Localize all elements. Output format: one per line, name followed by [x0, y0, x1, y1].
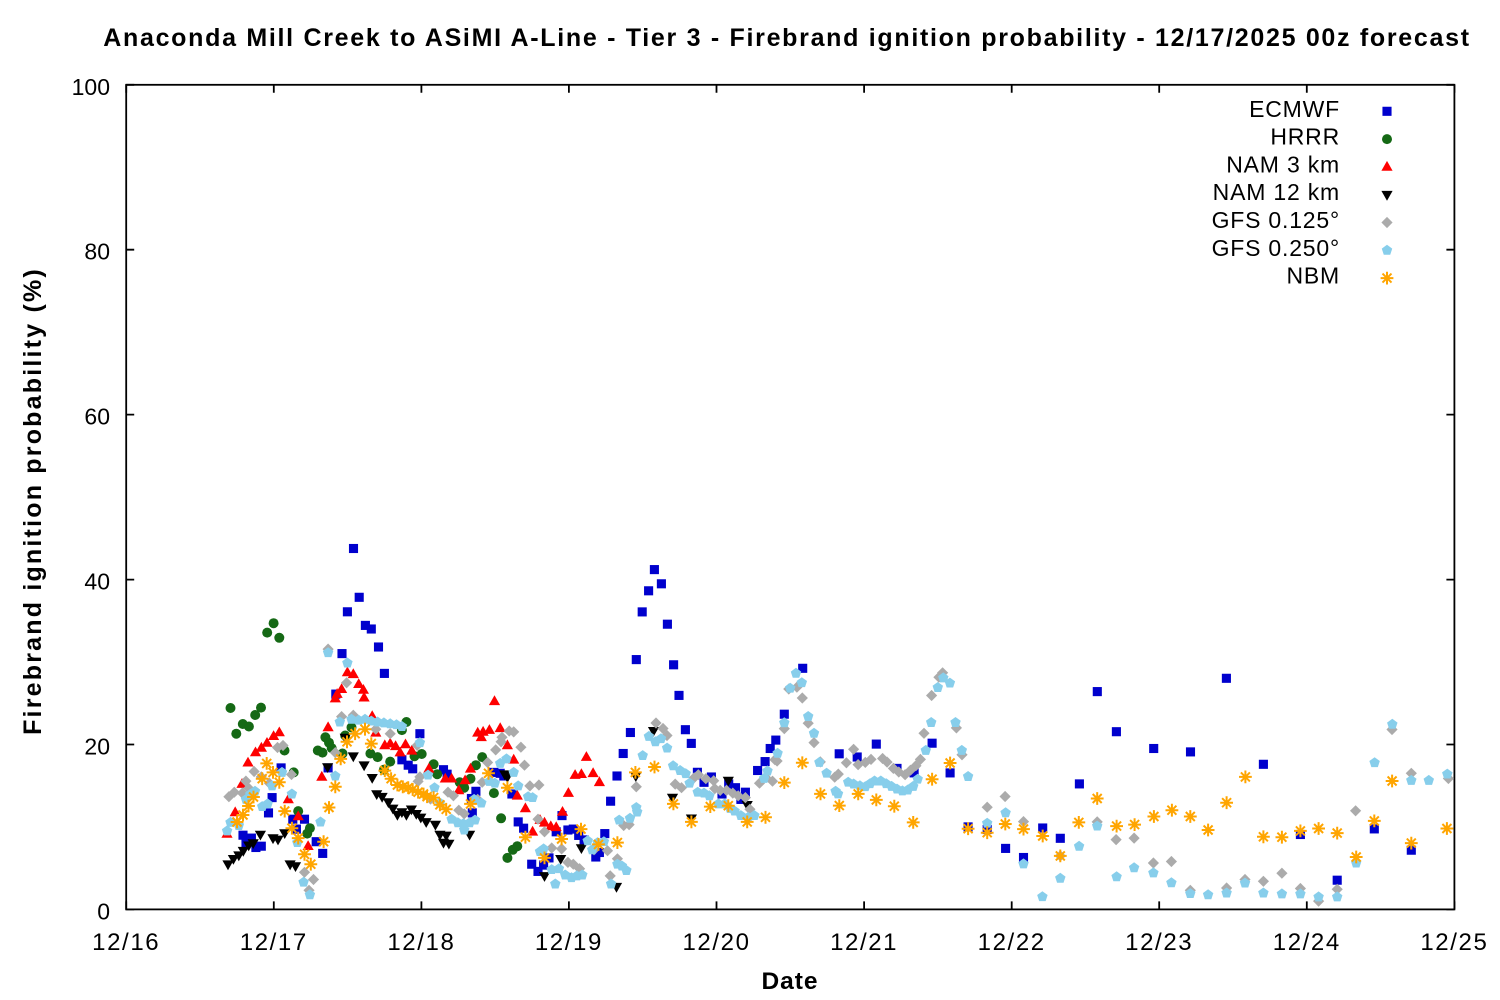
svg-text:12/21: 12/21: [830, 929, 898, 956]
svg-text:GFS 0.250°: GFS 0.250°: [1212, 235, 1340, 261]
svg-text:12/17: 12/17: [240, 929, 308, 956]
svg-text:0: 0: [97, 898, 110, 924]
svg-text:100: 100: [72, 74, 110, 100]
svg-text:GFS 0.125°: GFS 0.125°: [1212, 207, 1340, 233]
svg-text:12/25: 12/25: [1420, 929, 1488, 956]
svg-text:Date: Date: [761, 968, 818, 995]
svg-text:12/19: 12/19: [535, 929, 603, 956]
svg-text:80: 80: [84, 239, 110, 265]
svg-text:40: 40: [84, 569, 110, 595]
svg-text:12/18: 12/18: [387, 929, 455, 956]
svg-text:HRRR: HRRR: [1270, 124, 1340, 150]
svg-text:NAM 3 km: NAM 3 km: [1226, 151, 1340, 177]
svg-text:NAM 12 km: NAM 12 km: [1213, 179, 1340, 205]
svg-text:20: 20: [84, 734, 110, 760]
svg-text:60: 60: [84, 404, 110, 430]
svg-text:ECMWF: ECMWF: [1249, 96, 1340, 122]
svg-text:12/20: 12/20: [682, 929, 750, 956]
svg-text:NBM: NBM: [1286, 263, 1340, 289]
svg-text:12/24: 12/24: [1273, 929, 1341, 956]
svg-text:12/22: 12/22: [978, 929, 1046, 956]
svg-text:Firebrand ignition probability: Firebrand ignition probability (%): [19, 267, 47, 735]
svg-text:12/16: 12/16: [92, 929, 160, 956]
svg-text:Anaconda Mill Creek to ASiMI A: Anaconda Mill Creek to ASiMI A-Line - Ti…: [103, 24, 1471, 52]
svg-text:12/23: 12/23: [1125, 929, 1193, 956]
